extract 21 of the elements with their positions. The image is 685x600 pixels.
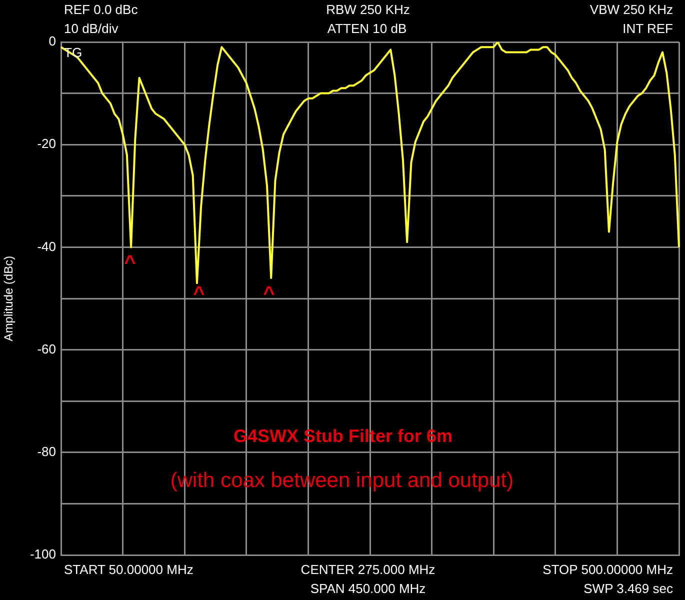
text: REF 0.0 dBc [64,2,138,18]
y-axis-title: Amplitude (dBc) [2,256,16,342]
text: VBW 250 KHz [590,2,673,18]
text: STOP 500.00000 MHz [542,562,673,578]
text: INT REF [622,21,673,37]
text: ATTEN 10 dB [327,21,407,37]
text: 10 dB/div [64,21,118,37]
text: RBW 250 KHz [326,2,410,18]
annotation: ^ [124,252,136,274]
y-tick-label: 0 [48,34,56,49]
y-tick-label: -60 [37,341,56,356]
text: SPAN 450.000 MHz [310,581,426,597]
y-tick-label: -80 [37,444,56,459]
y-tick-label: -40 [37,238,56,254]
y-tick-label: -20 [37,136,56,152]
annotation: ^ [193,283,205,305]
annotation: ^ [263,283,275,305]
text: SWP 3.469 sec [584,581,673,597]
text: START 50.00000 MHz [64,562,194,578]
text: CENTER 275.000 MHz [300,562,436,578]
y-tick-label: -100 [30,546,56,562]
